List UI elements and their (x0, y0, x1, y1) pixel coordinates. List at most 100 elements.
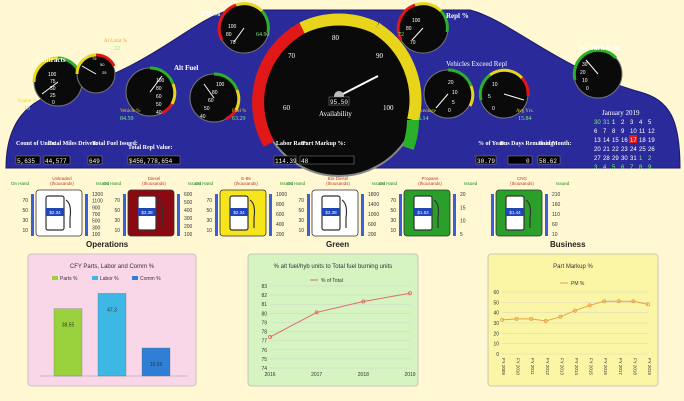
pump-on-hand-bar (123, 194, 126, 236)
pump-left-tick: 70 (22, 198, 28, 204)
stat-label: Total Repl Value: (128, 145, 172, 151)
x-tick-label: FY 2012 (545, 358, 550, 375)
legend-swatch (132, 276, 138, 280)
data-point (361, 299, 366, 304)
pump-issued-bar (453, 194, 456, 236)
percentage-value: 6.14 (418, 116, 429, 122)
repl-tick-100: 100 (412, 18, 421, 24)
pump-issued-label: Issued (96, 181, 110, 186)
pump-right-tick: 1800 (368, 192, 379, 198)
pump-right-tick: 100 (92, 232, 101, 238)
availability-label: Availability (319, 110, 352, 118)
alt-fuel-tick-80: 80 (156, 86, 162, 92)
pump-right-tick: 600 (184, 192, 193, 198)
calendar-day: 26 (648, 147, 655, 153)
calendar-day: 8 (639, 165, 643, 171)
chart-part-markup: Part Markup % 60 50 40 30 20 10 0FY 2009 FY 201… (487, 253, 659, 387)
pump-name: Unleaded (52, 176, 72, 181)
calendar-day: 19 (648, 138, 655, 144)
pump-price-box (414, 208, 432, 216)
stat-label: % of Year: (478, 141, 506, 147)
pump-price-box (230, 208, 248, 216)
y-tick-label: 74 (261, 366, 267, 372)
pump-name: CNG (517, 176, 527, 181)
calendar-day: 13 (594, 138, 601, 144)
pump-left-tick: 50 (206, 208, 212, 214)
pump-left-tick: 10 (22, 228, 28, 234)
y-tick-label: 83 (261, 284, 267, 290)
pump-left-tick: 70 (206, 198, 212, 204)
pump-issued-label: Issued (280, 181, 294, 186)
calendar-today-marker (629, 135, 637, 143)
x-tick-label: FY 2011 (530, 358, 535, 375)
pump-issued-bar (545, 194, 548, 236)
pump-right-tick: 1300 (92, 192, 103, 198)
vehicles-exceed-tick-10: 10 (452, 90, 458, 96)
calendar-day: 30 (594, 120, 601, 126)
pump-left-tick: 50 (22, 208, 28, 214)
pump-left-tick: 30 (206, 218, 212, 224)
contracts-tick-100: 100 (48, 72, 57, 78)
stat-total-fuel: Total Fuel Issued: 649 (87, 141, 138, 165)
calendar-day: 7 (603, 129, 607, 135)
pump-on-hand-bar (215, 194, 218, 236)
x-tick-label: FY 2015 (589, 358, 594, 375)
pump-right-tick: 800 (276, 202, 285, 208)
calendar-day: 22 (612, 147, 619, 153)
pump-left-tick: 30 (114, 218, 120, 224)
pump-unit: (thousands) (50, 181, 74, 186)
y-tick-label: 20 (493, 331, 499, 337)
pump-price: $3.38 (141, 210, 153, 215)
pump-left-tick: 30 (22, 218, 28, 224)
pump-hose-icon (433, 199, 440, 228)
fuel-pump-propane: Propane(thousands) On Hand Issued 70 50 30 10 $… (379, 176, 478, 238)
repl-tick-70: 70 (410, 40, 416, 46)
y-tick-label: 10 (493, 342, 499, 348)
fuel-label: Fuel % (232, 109, 246, 114)
x-tick-label: FY 2016 (603, 358, 608, 375)
stat-value: 58.62 (539, 158, 557, 165)
avg-yrs-tick-0: 0 (492, 106, 495, 112)
alt-fuel-label: Alt Fuel (174, 64, 198, 72)
y-tick-label: 0 (496, 352, 499, 358)
x-tick-label: FY 2010 (516, 358, 521, 375)
calendar-day: 7 (630, 165, 634, 171)
at-limit-tick-50: 50 (100, 62, 105, 67)
vehicles-exceed-tick-20: 20 (448, 80, 454, 86)
fuel-pump-cng: CNG(thousands) Issued $1.44 210 160 110 60 10 (491, 176, 570, 238)
calendar-day: 4 (603, 165, 607, 171)
x-tick-label: FY 2009 (501, 358, 506, 375)
calendar-day: 31 (603, 120, 610, 126)
pump-right-tick: 400 (276, 222, 285, 228)
stats-row: Count of Units: 5,635 Total Miles Driven… (15, 141, 571, 165)
calendar-day: 29 (612, 156, 619, 162)
pump-right-tick: 1000 (368, 212, 379, 218)
pump-right-tick: 110 (552, 212, 560, 218)
pump-name: E-85 (241, 176, 251, 181)
legend-swatch (92, 276, 98, 280)
pump-on-hand-label: On Hand (11, 181, 30, 186)
data-point (267, 335, 272, 340)
series-line (269, 292, 411, 338)
pump-left-tick: 10 (206, 228, 212, 234)
contracts-tick-0: 0 (52, 100, 55, 106)
pump-right-tick: 500 (184, 200, 193, 206)
chart-title: % alt fuel/hyb units to Total fuel burni… (274, 264, 393, 270)
at-limit-label: At Limit % (104, 39, 127, 44)
calendar-day: 27 (594, 156, 601, 162)
stat-label: Total Fuel Issued: (92, 141, 138, 147)
legend-label: Comm % (140, 276, 161, 282)
inv-turn-tick-0: 0 (586, 86, 589, 92)
chart-alt-fuel-ratio: % alt fuel/hyb units to Total fuel burni… (247, 253, 419, 387)
calendar-day: 5 (612, 165, 616, 171)
data-point (529, 316, 534, 321)
inv-turn-label: Inv Turn Rate (578, 44, 620, 52)
fuel-tick-100: 100 (216, 82, 225, 88)
calendar-day: 17 (630, 138, 637, 144)
y-tick-label: 76 (261, 348, 267, 354)
fuel-pump-e-85: E-85(thousands) On Hand Issued 70 50 30 10 $2.3… (195, 176, 294, 238)
vehicles-exceed-label: Vehicles Exceed Repl (446, 60, 507, 68)
y-tick-label: 78 (261, 330, 267, 336)
pump-hose-icon (157, 199, 164, 228)
